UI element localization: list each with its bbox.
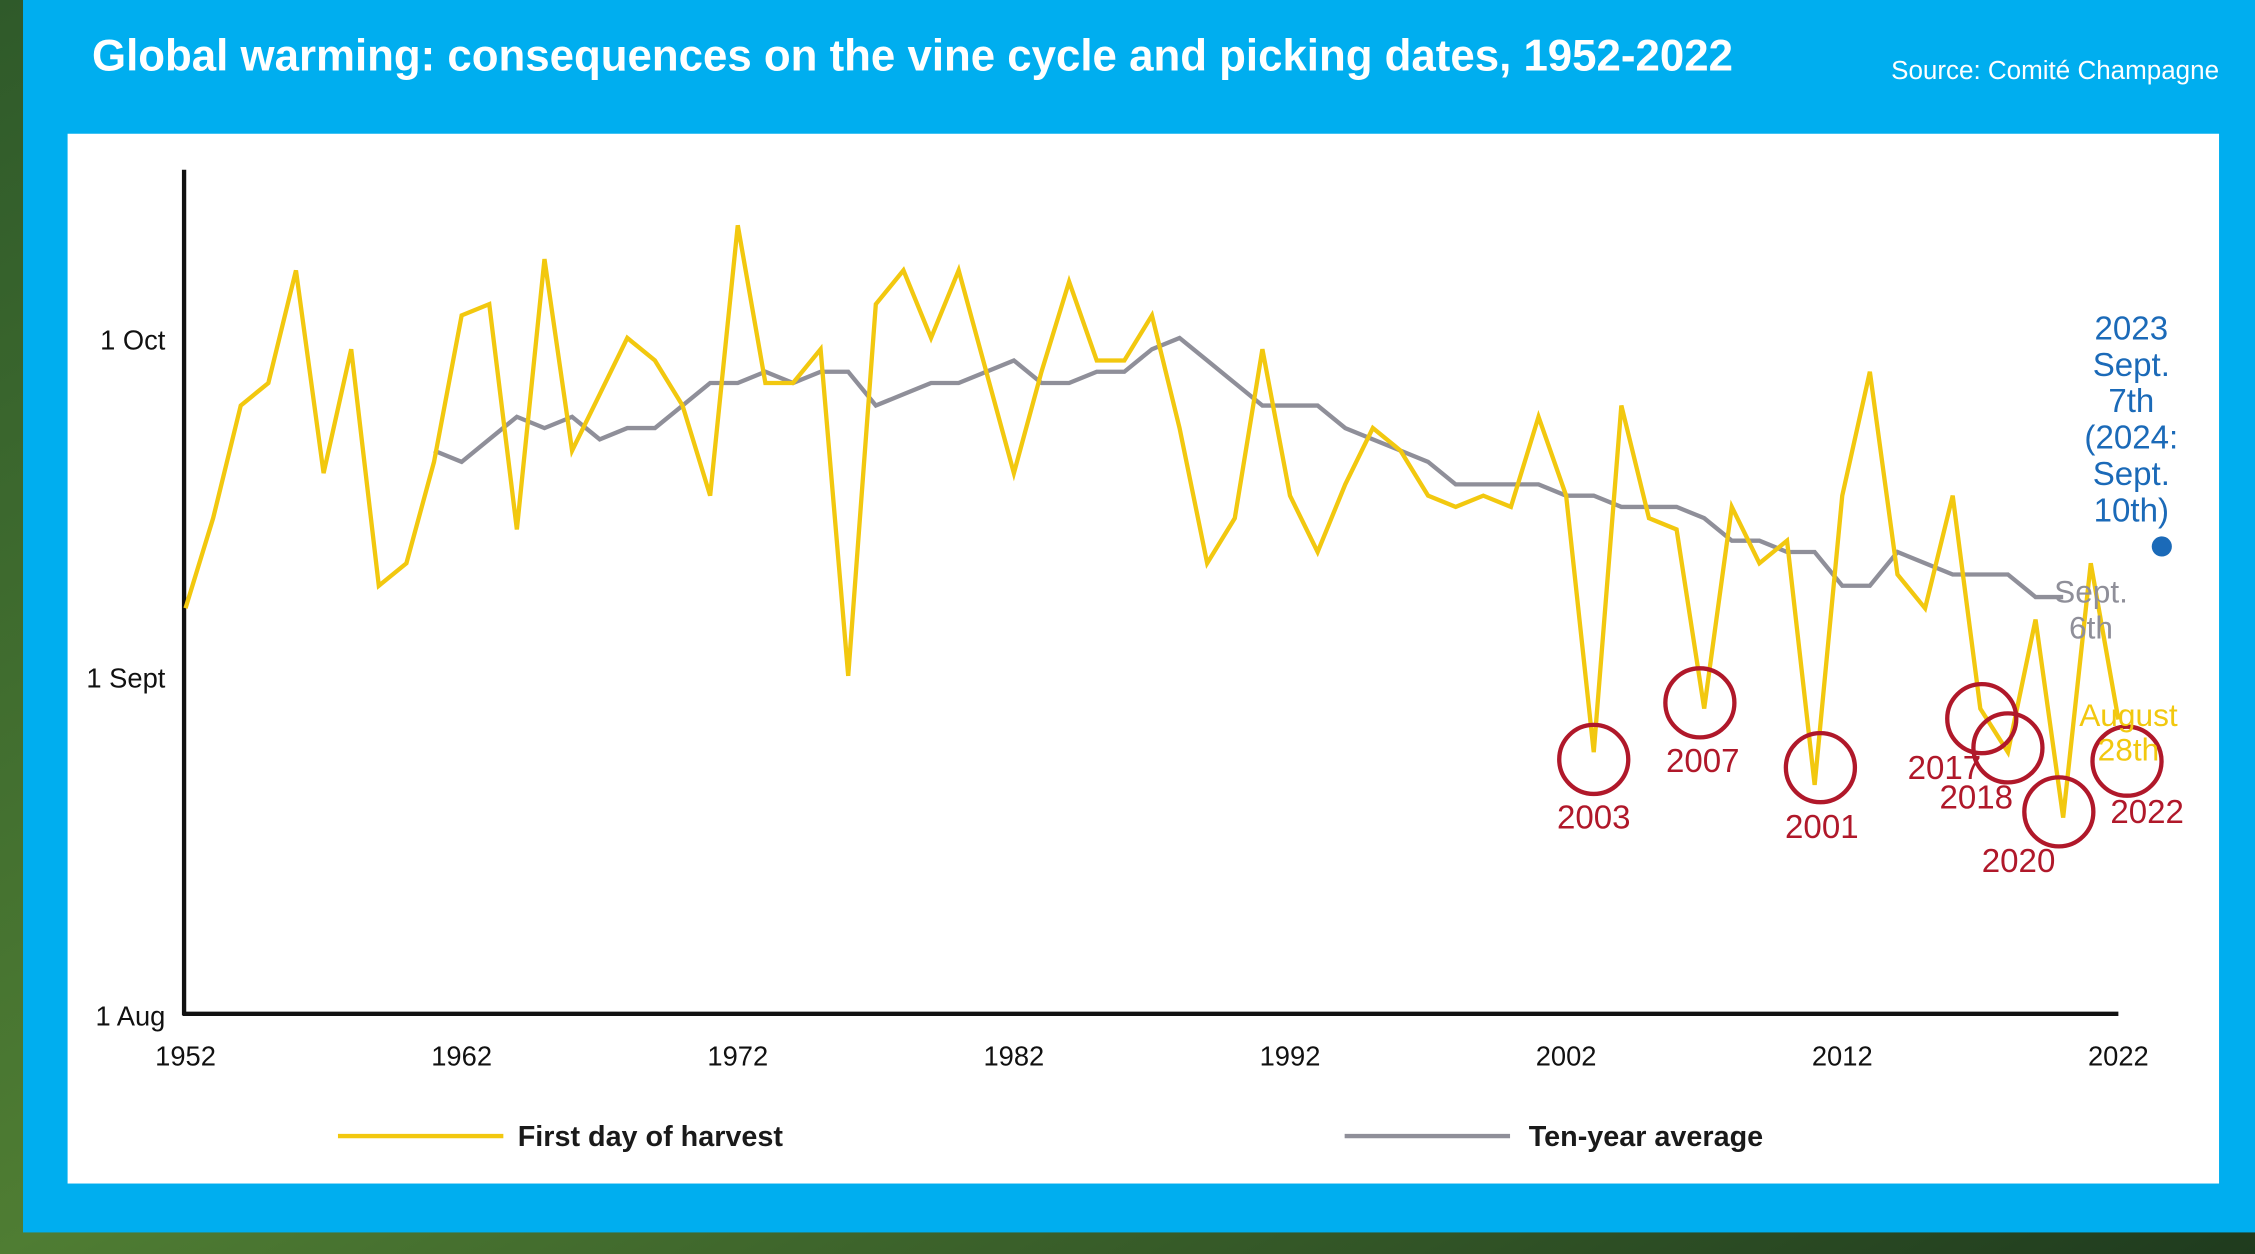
average-end-label: 6th [2069,610,2113,646]
highlight-label-2007: 2007 [1666,743,1740,780]
source-note: Source: Comité Champagne [1891,57,2219,85]
highlight-circle-2007 [1663,666,1737,740]
highlight-label-2022: 2022 [2110,794,2184,831]
highlight-label-2018: 2018 [1940,779,2014,816]
forecast-label: Sept. [2093,347,2170,384]
highlight-circle-2018 [1971,711,2045,785]
y-tick-label: 1 Sept [86,662,165,693]
chart-axes [181,169,2119,1016]
x-tick-1962: 1962 [431,1041,492,1072]
harvest-end-label: August [2079,697,2178,733]
highlight-circle-2011 [1783,730,1858,805]
highlight-label-2003: 2003 [1557,799,1631,836]
highlight-label-2020: 2020 [1982,843,2056,880]
forecast-label: 7th [2108,383,2154,420]
forecast-2023-dot [2151,536,2172,557]
x-tick-labels: 1952 1962 1972 1982 1992 2002 2012 2022 [155,1041,2149,1072]
forecast-label: Sept. [2093,456,2170,493]
x-tick-1952: 1952 [155,1041,216,1072]
highlight-circle-2022 [2090,724,2164,798]
highlight-circle-2020 [2022,775,2096,849]
legend-average-label: Ten-year average [1529,1121,1763,1153]
y-tick-label: 1 Oct [100,324,166,355]
highlight-label-2011: 2001 [1785,809,1859,846]
series-lines [183,224,2121,818]
harvest-line [183,224,2121,818]
y-tick-labels: 1 Aug 1 Sept 1 Oct [86,324,165,1031]
highlight-circle-2017 [1945,681,2019,756]
legend-harvest-label: First day of harvest [518,1121,784,1153]
forecast-label: 2023 [2095,310,2169,347]
ten-year-average-line [433,335,2064,600]
legend: First day of harvest Ten-year average [337,1121,1763,1153]
x-tick-1992: 1992 [1260,1041,1321,1072]
harvest-end-label: 28th [2098,732,2160,768]
x-tick-2002: 2002 [1536,1041,1597,1072]
x-tick-2012: 2012 [1812,1041,1873,1072]
chart-panel [67,133,2220,1184]
forecast-label: 10th) [2094,492,2169,529]
y-tick-label: 1 Aug [96,1000,166,1031]
page-title: Global warming: consequences on the vine… [92,31,1733,80]
highlight-circle-2003 [1557,722,1631,797]
x-tick-1972: 1972 [707,1041,768,1072]
x-tick-2022: 2022 [2088,1041,2149,1072]
highlight-label-2017: 2017 [1908,750,1982,787]
x-tick-1982: 1982 [984,1041,1045,1072]
average-end-label: Sept. [2054,574,2128,610]
forecast-label: (2024: [2084,420,2178,457]
